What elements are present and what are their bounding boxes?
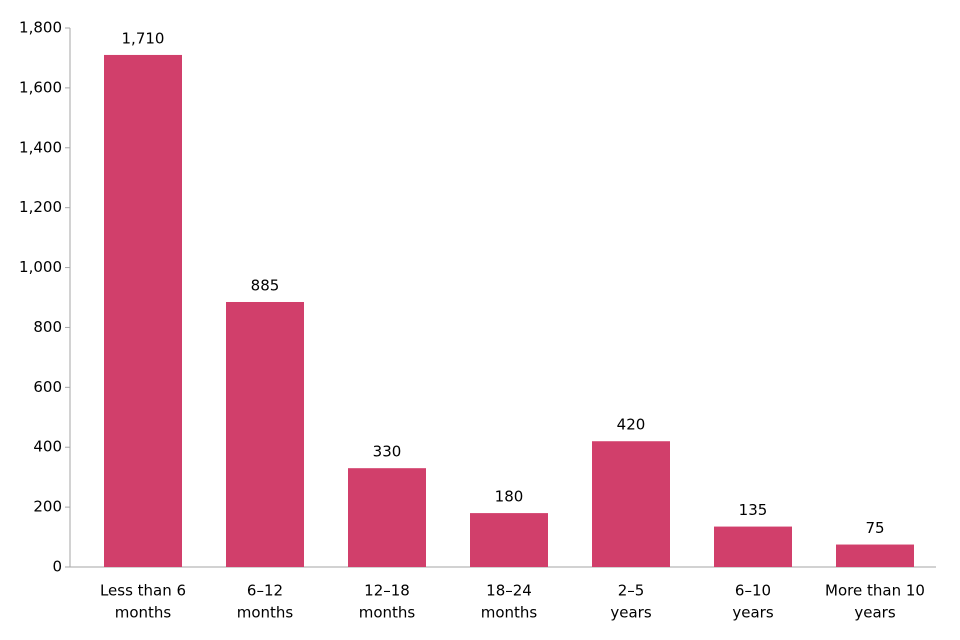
y-tick-label: 1,400 bbox=[19, 138, 62, 156]
data-label: 135 bbox=[739, 501, 768, 519]
bar bbox=[104, 54, 182, 567]
y-tick-label: 800 bbox=[33, 318, 62, 336]
y-tick-label: 1,000 bbox=[19, 258, 62, 276]
y-tick-label: 1,200 bbox=[19, 198, 62, 216]
data-label: 885 bbox=[251, 276, 280, 294]
bar bbox=[836, 544, 914, 567]
x-tick-label: 18–24 bbox=[486, 582, 532, 600]
x-tick-label: months bbox=[237, 604, 294, 622]
x-tick-label: More than 10 bbox=[825, 582, 925, 600]
data-label: 75 bbox=[865, 519, 884, 537]
y-tick-label: 600 bbox=[33, 378, 62, 396]
y-tick-label: 400 bbox=[33, 438, 62, 456]
data-label: 420 bbox=[617, 416, 646, 434]
data-label: 1,710 bbox=[122, 29, 165, 47]
bar bbox=[592, 441, 670, 567]
x-tick-label: years bbox=[610, 604, 651, 622]
data-label: 330 bbox=[373, 443, 402, 461]
bar bbox=[348, 468, 426, 567]
y-tick-label: 200 bbox=[33, 498, 62, 516]
x-tick-label: months bbox=[359, 604, 416, 622]
x-tick-label: 2–5 bbox=[618, 582, 645, 600]
bar bbox=[714, 526, 792, 567]
y-tick-label: 0 bbox=[52, 558, 62, 576]
x-tick-label: Less than 6 bbox=[100, 582, 186, 600]
x-tick-label: 12–18 bbox=[364, 582, 410, 600]
data-label: 180 bbox=[495, 488, 524, 506]
x-tick-label: months bbox=[481, 604, 538, 622]
y-tick-label: 1,800 bbox=[19, 19, 62, 37]
x-tick-label: 6–10 bbox=[735, 582, 771, 600]
x-tick-label: months bbox=[115, 604, 172, 622]
bar bbox=[226, 301, 304, 567]
y-tick-label: 1,600 bbox=[19, 78, 62, 96]
x-tick-label: years bbox=[854, 604, 895, 622]
bar bbox=[470, 513, 548, 567]
x-tick-label: 6–12 bbox=[247, 582, 283, 600]
x-tick-label: years bbox=[732, 604, 773, 622]
